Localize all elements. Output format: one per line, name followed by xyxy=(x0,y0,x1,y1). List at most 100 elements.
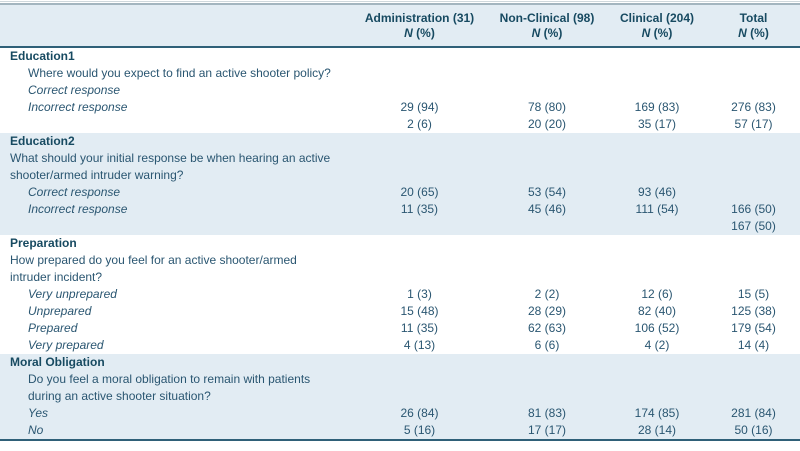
row-label: Correct response xyxy=(0,184,352,201)
cell-value xyxy=(607,218,707,235)
moral-obligation-row: Do you feel a moral obligation to remain… xyxy=(0,371,800,388)
education2-row: 167 (50) xyxy=(0,218,800,235)
cell-value xyxy=(607,269,707,286)
preparation-row: How prepared do you feel for an active s… xyxy=(0,252,800,269)
cell-value: 62 (63) xyxy=(527,321,567,335)
cell-value xyxy=(707,235,800,252)
cell-value xyxy=(607,133,707,150)
header-non-clinical: Non-Clinical (98) N (%) xyxy=(487,4,607,48)
cell-value xyxy=(607,252,707,269)
education2-row: Incorrect response 11 (35) 45 (46) 111 (54)… xyxy=(0,201,800,218)
row-label: Yes xyxy=(0,405,352,422)
moral-obligation-row: Yes 26 (84) 81 (83) 174 (85) 281 (84) xyxy=(0,405,800,422)
education1-row: Correct response xyxy=(0,82,800,99)
cell-value xyxy=(352,371,487,388)
row-label xyxy=(0,218,352,235)
cell-value: 20 (65) xyxy=(352,184,487,201)
pct-label: (%) xyxy=(416,26,435,40)
cell-value: 53 (54) xyxy=(487,184,607,201)
cell-value: 20 (20) xyxy=(527,117,567,131)
education1-title-row: Education1 xyxy=(0,47,800,65)
cell-value xyxy=(352,388,487,405)
cell-value xyxy=(487,252,607,269)
cell-value: 93 (46) xyxy=(607,184,707,201)
preparation-title-row: Preparation xyxy=(0,235,800,252)
row-label xyxy=(0,116,352,133)
row-label: Do you feel a moral obligation to remain… xyxy=(0,371,352,388)
cell-value xyxy=(607,167,707,184)
education2-title-row: Education2 xyxy=(0,133,800,150)
cell-value: 167 (50) xyxy=(707,218,800,235)
cell-value: 6 (6) xyxy=(534,338,560,352)
cell-value: 81 (83) xyxy=(487,405,607,422)
pct-label: (%) xyxy=(750,26,769,40)
cell-value xyxy=(487,65,607,82)
moral-obligation-title-row: Moral Obligation xyxy=(0,354,800,371)
moral-obligation-row: No 5 (16) 17 (17) 28 (14) 50 (16) xyxy=(0,422,800,440)
n-label: N xyxy=(641,26,651,40)
col-sublabel: N (%) xyxy=(404,26,435,40)
cell-value: 29 (94) xyxy=(400,100,439,114)
cell-value: 1 (3) xyxy=(407,287,432,301)
cell-value xyxy=(707,371,800,388)
cell-value xyxy=(352,133,487,150)
cell-value xyxy=(707,133,800,150)
n-label: N xyxy=(738,26,747,40)
header-row: Administration (31) N (%) Non-Clinical (… xyxy=(0,4,800,48)
cell-value: 82 (40) xyxy=(637,304,677,318)
table-body: Education1 Where would you expect to find… xyxy=(0,47,800,440)
cell-value: 50 (16) xyxy=(707,422,800,440)
col-sublabel: N (%) xyxy=(532,26,563,40)
row-label: Correct response xyxy=(28,83,121,97)
cell-value: 4 (13) xyxy=(403,338,436,352)
col-label: Total xyxy=(739,11,768,25)
n-label: N xyxy=(531,26,541,40)
cell-value xyxy=(707,354,800,371)
cell-value: 15 (5) xyxy=(737,287,770,301)
col-label: Administration (31) xyxy=(364,11,475,25)
cell-value xyxy=(487,150,607,167)
preparation-row: Very unprepared 1 (3) 2 (2) 12 (6) 15 (5) xyxy=(0,286,800,303)
cell-value: 125 (38) xyxy=(731,304,776,318)
row-label: How prepared do you feel for an active s… xyxy=(10,253,297,267)
cell-value: 111 (54) xyxy=(607,201,707,218)
cell-value xyxy=(607,371,707,388)
cell-value: 78 (80) xyxy=(527,100,567,114)
col-label: Non-Clinical (98) xyxy=(499,11,595,25)
education1-row: Incorrect response 29 (94) 78 (80) 169 (83)… xyxy=(0,99,800,116)
preparation-row: Unprepared 15 (48) 28 (29) 82 (40) 125 (38) xyxy=(0,303,800,320)
cell-value: 28 (29) xyxy=(527,304,567,318)
row-label: Very prepared xyxy=(28,338,104,352)
cell-value xyxy=(487,371,607,388)
education1-row: Where would you expect to find an active… xyxy=(0,65,800,82)
cell-value xyxy=(707,388,800,405)
education2-row: What should your initial response be whe… xyxy=(0,150,800,167)
cell-value xyxy=(607,65,707,82)
cell-value xyxy=(607,388,707,405)
col-sublabel: N (%) xyxy=(738,26,769,40)
cell-value xyxy=(487,388,607,405)
cell-value xyxy=(707,82,800,99)
section-title: Moral Obligation xyxy=(0,354,352,371)
row-label: during an active shooter situation? xyxy=(0,388,352,405)
col-sublabel: N (%) xyxy=(642,26,673,40)
header-empty-cell xyxy=(0,4,352,48)
row-label: Incorrect response xyxy=(28,100,128,114)
cell-value xyxy=(487,133,607,150)
preparation-row: intruder incident? xyxy=(0,269,800,286)
table-header: Administration (31) N (%) Non-Clinical (… xyxy=(0,4,800,48)
cell-value xyxy=(352,150,487,167)
cell-value xyxy=(707,184,800,201)
cell-value: 169 (83) xyxy=(634,100,680,114)
cell-value xyxy=(607,150,707,167)
cell-value: 11 (35) xyxy=(352,201,487,218)
pct-label: (%) xyxy=(543,26,563,40)
education2-row: Correct response 20 (65) 53 (54) 93 (46) xyxy=(0,184,800,201)
cell-value: 14 (4) xyxy=(737,338,770,352)
cell-value: 12 (6) xyxy=(641,287,673,301)
cell-value xyxy=(707,47,800,65)
cell-value xyxy=(707,65,800,82)
cell-value: 35 (17) xyxy=(637,117,677,131)
education1-row: 2 (6) 20 (20) 35 (17) 57 (17) xyxy=(0,116,800,133)
header-clinical: Clinical (204) N (%) xyxy=(607,4,707,48)
